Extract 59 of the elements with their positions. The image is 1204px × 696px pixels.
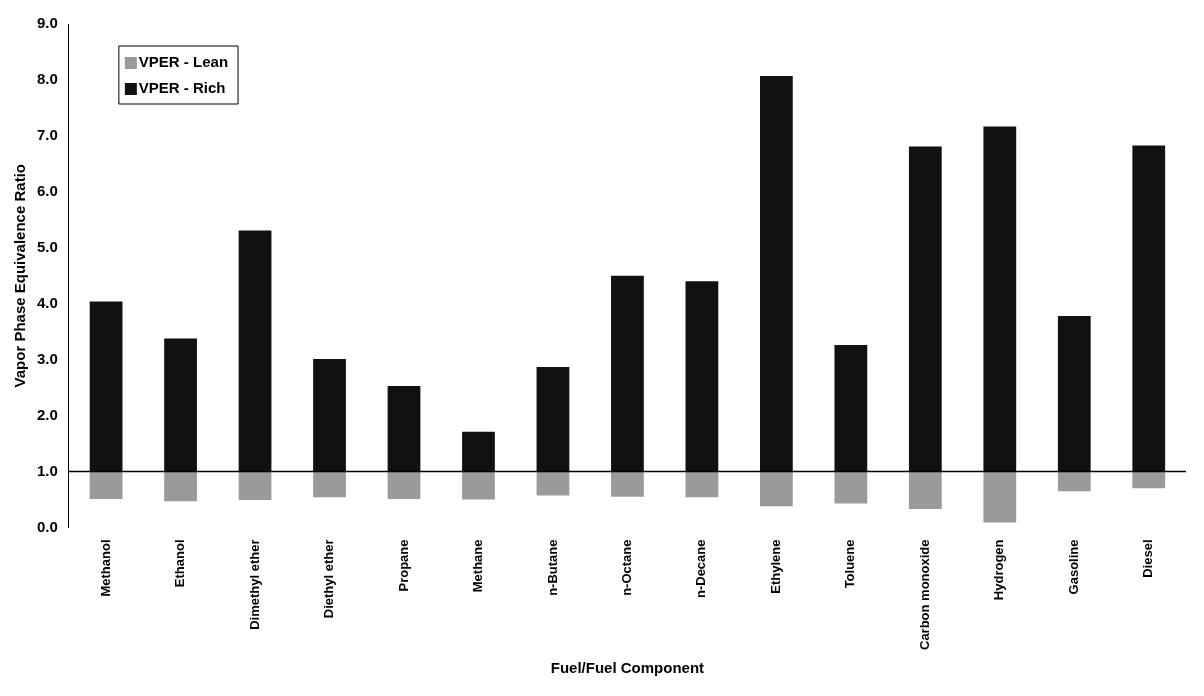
x-tick-label: Diesel — [1140, 539, 1156, 578]
bar — [983, 126, 1017, 472]
bar — [164, 338, 197, 472]
bar — [89, 471, 123, 499]
x-tick-label: n-Butane — [544, 539, 560, 596]
y-tick-label: 1.0 — [36, 461, 58, 479]
bar — [387, 385, 421, 472]
bar — [238, 230, 272, 472]
y-tick-label: 3.0 — [36, 349, 58, 367]
bar — [685, 281, 719, 472]
y-tick-label: 6.0 — [36, 181, 58, 199]
x-tick-label: Diethyl ether — [321, 539, 337, 619]
x-tick-label: Toluene — [842, 539, 858, 589]
bar — [983, 471, 1017, 523]
x-tick-label: Ethanol — [172, 539, 188, 588]
bar — [908, 146, 942, 472]
y-tick-label: 9.0 — [36, 14, 58, 32]
y-tick-label: 8.0 — [36, 70, 58, 88]
y-tick-label: 7.0 — [36, 126, 58, 144]
bar — [1057, 471, 1091, 492]
bar — [462, 471, 495, 500]
x-tick-label: Hydrogen — [991, 539, 1007, 601]
x-tick-label: Propane — [395, 539, 411, 592]
x-tick-label: Carbon monoxide — [916, 539, 932, 651]
bar — [89, 301, 123, 472]
bar — [462, 431, 495, 472]
x-tick-label: Ethylene — [767, 539, 783, 594]
bar — [834, 471, 868, 504]
bar — [164, 471, 197, 502]
bar — [1132, 145, 1166, 472]
bar — [1132, 471, 1166, 489]
bar — [908, 471, 942, 510]
y-tick-label: 5.0 — [36, 237, 58, 255]
bar — [536, 471, 570, 496]
bar — [759, 76, 793, 472]
x-tick-label: n-Octane — [619, 539, 634, 596]
bar — [536, 366, 570, 472]
legend-label: VPER - Rich — [138, 79, 226, 97]
x-tick-label: Gasoline — [1065, 539, 1081, 595]
x-tick-label: n-Decane — [693, 539, 709, 599]
x-axis-title: Fuel/Fuel Component — [550, 658, 705, 676]
bar — [1057, 316, 1091, 472]
bar — [611, 471, 644, 497]
y-tick-label: 2.0 — [36, 405, 58, 423]
x-tick-label: Dimethyl ether — [246, 539, 262, 630]
y-tick-label: 0.0 — [36, 517, 58, 535]
bar — [759, 471, 793, 507]
bar — [834, 345, 868, 472]
x-tick-label: Methanol — [97, 539, 113, 597]
bar — [238, 471, 272, 501]
x-tick-label: Methane — [470, 539, 486, 593]
bar — [611, 275, 644, 472]
legend-label: VPER - Lean — [138, 53, 229, 71]
bar — [685, 471, 719, 498]
bar — [387, 471, 421, 499]
bar — [313, 359, 346, 472]
y-tick-label: 4.0 — [36, 293, 58, 311]
bar — [313, 471, 346, 498]
y-axis-title: Vapor Phase Equivalence Ratio — [11, 164, 29, 388]
